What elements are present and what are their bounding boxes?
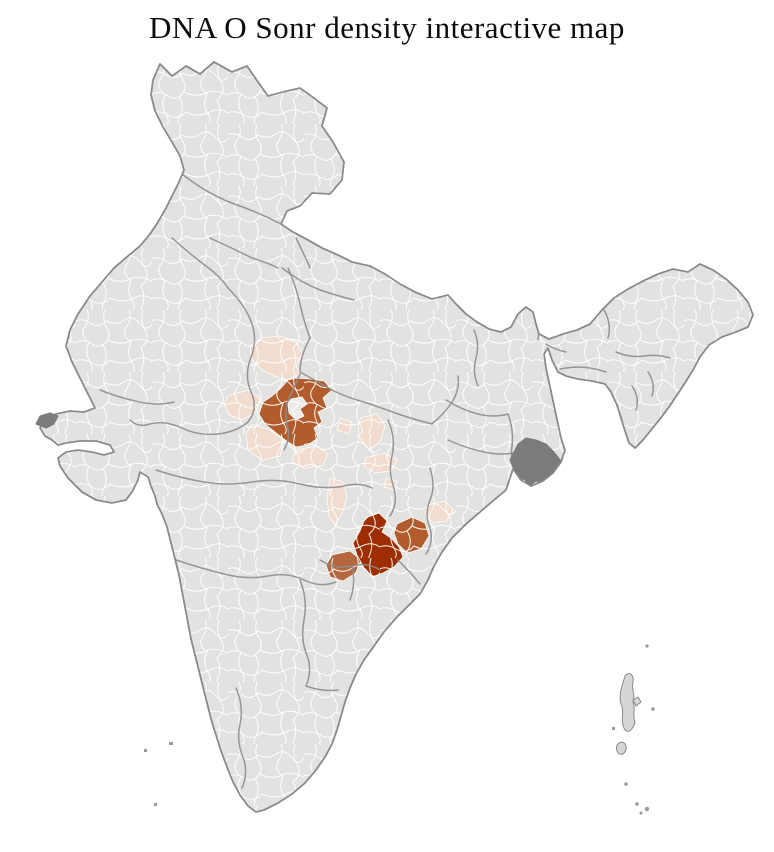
district-borders-overlay — [40, 62, 753, 812]
map-title: DNA O Sonr density interactive map — [149, 10, 625, 45]
andaman-nicobar-islands[interactable] — [612, 644, 655, 815]
lakshadweep-islands[interactable] — [144, 742, 173, 806]
kutch-west-tip-district[interactable] — [35, 412, 59, 429]
state-borders — [99, 173, 671, 789]
